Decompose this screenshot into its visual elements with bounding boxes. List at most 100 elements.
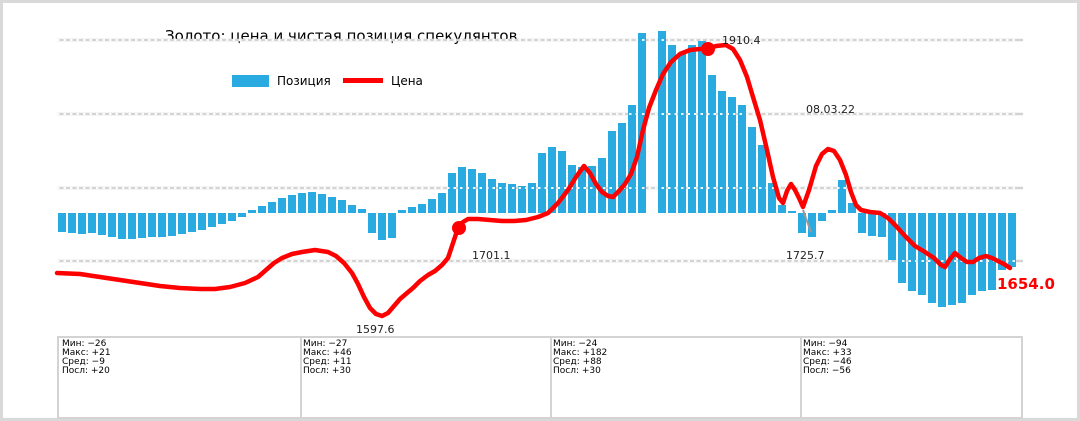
bar xyxy=(638,33,646,213)
bar xyxy=(338,200,346,213)
bar xyxy=(538,153,546,213)
footer-table: Мин: −26 Макс: +21 Сред: −9 Посл: +20 Мин… xyxy=(57,336,1023,419)
bar xyxy=(798,213,806,233)
bar xyxy=(688,45,696,213)
bar xyxy=(998,213,1006,270)
bar xyxy=(618,123,626,213)
bar xyxy=(178,213,186,234)
bar xyxy=(218,213,226,224)
bar xyxy=(548,147,556,213)
legend-bars-swatch xyxy=(232,75,269,87)
footer-column-divider xyxy=(550,338,552,417)
bar xyxy=(848,203,856,213)
bar xyxy=(488,179,496,213)
bar xyxy=(918,213,926,295)
bar xyxy=(118,213,126,239)
bar xyxy=(318,194,326,213)
bar xyxy=(78,213,86,234)
bar xyxy=(718,91,726,213)
bar xyxy=(328,197,336,213)
footer-cell: Мин: −27 Макс: +46 Сред: +11 Посл: +30 xyxy=(303,339,352,376)
bar xyxy=(808,213,816,237)
bar xyxy=(588,166,596,213)
bar xyxy=(988,213,996,290)
bar xyxy=(458,167,466,213)
footer-cell: Мин: −94 Макс: +33 Сред: −46 Посл: −56 xyxy=(803,339,852,376)
value-annotation: 1910.4 xyxy=(722,34,761,47)
bar xyxy=(368,213,376,233)
bar xyxy=(108,213,116,237)
bar xyxy=(308,192,316,213)
bar xyxy=(478,173,486,213)
value-annotation: 1654.0 xyxy=(997,275,1055,293)
bar xyxy=(708,75,716,213)
bar xyxy=(168,213,176,236)
bar xyxy=(418,204,426,213)
bar xyxy=(838,180,846,213)
bar xyxy=(68,213,76,233)
bar xyxy=(288,195,296,213)
bar xyxy=(558,151,566,213)
bar xyxy=(148,213,156,237)
bar xyxy=(278,198,286,213)
bar xyxy=(978,213,986,291)
bar xyxy=(378,213,386,240)
value-annotation: 1701.1 xyxy=(472,249,511,262)
bar xyxy=(608,131,616,213)
bar xyxy=(1008,213,1016,267)
bar xyxy=(658,31,666,213)
bar xyxy=(858,213,866,233)
bar xyxy=(298,193,306,213)
bar xyxy=(678,53,686,213)
price-marker-dot xyxy=(701,42,715,56)
bar xyxy=(508,184,516,213)
bar xyxy=(468,169,476,213)
bar xyxy=(228,213,236,221)
bar xyxy=(528,183,536,213)
bar xyxy=(828,210,836,213)
bar xyxy=(498,183,506,213)
bar xyxy=(768,183,776,213)
bar xyxy=(138,213,146,238)
bar xyxy=(158,213,166,237)
bar xyxy=(908,213,916,291)
bar xyxy=(778,205,786,213)
value-annotation: 1725.7 xyxy=(786,249,825,262)
bar xyxy=(598,158,606,213)
bar xyxy=(88,213,96,233)
bar xyxy=(698,41,706,213)
bar xyxy=(518,186,526,213)
bar xyxy=(748,127,756,213)
value-annotation: 1597.6 xyxy=(356,323,395,336)
bar xyxy=(968,213,976,295)
bar xyxy=(898,213,906,283)
bar xyxy=(198,213,206,230)
footer-column-divider xyxy=(800,338,802,417)
bar xyxy=(888,213,896,260)
bar xyxy=(668,45,676,213)
bar xyxy=(758,145,766,213)
gray-tick-mark xyxy=(802,209,812,233)
bar xyxy=(258,206,266,213)
bar xyxy=(398,210,406,213)
bar xyxy=(818,213,826,221)
bar xyxy=(358,209,366,213)
bar xyxy=(268,202,276,213)
bar xyxy=(128,213,136,239)
price-marker-dot xyxy=(452,221,466,235)
bar xyxy=(208,213,216,227)
value-annotation: 08.03.22 xyxy=(806,103,855,116)
bar xyxy=(438,193,446,213)
footer-column-divider xyxy=(300,338,302,417)
bar xyxy=(738,105,746,213)
bar xyxy=(188,213,196,232)
legend-line-label: Цена xyxy=(391,74,423,88)
bar xyxy=(788,211,796,213)
bar xyxy=(238,213,246,217)
bar xyxy=(428,199,436,213)
bar xyxy=(578,167,586,213)
bar xyxy=(628,105,636,213)
bar xyxy=(408,207,416,213)
